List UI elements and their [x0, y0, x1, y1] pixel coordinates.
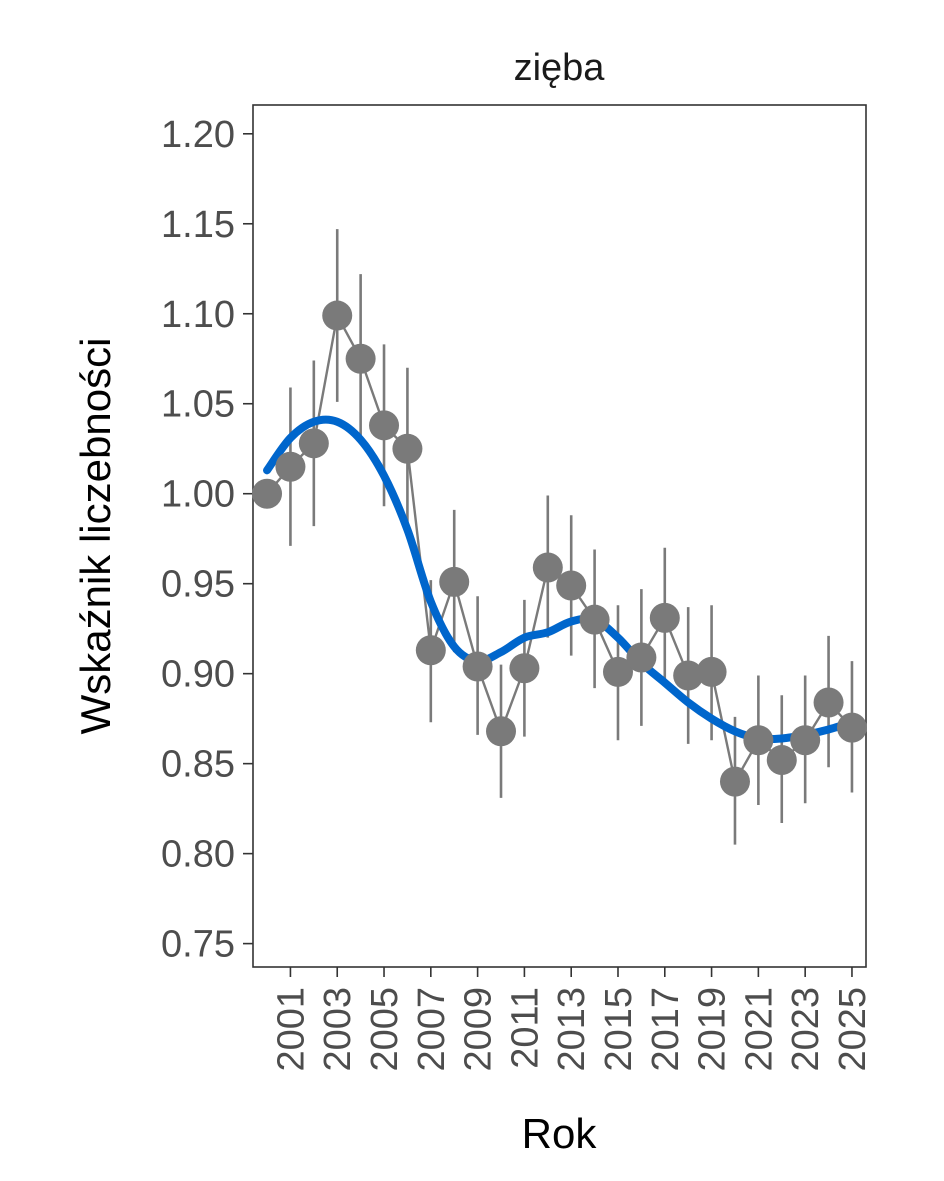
data-point [462, 651, 493, 682]
data-point [836, 712, 867, 743]
y-tick-label: 1.00 [161, 474, 235, 516]
data-point [602, 656, 633, 687]
data-point [696, 656, 727, 687]
x-tick-label: 2011 [504, 987, 546, 1069]
y-tick-label: 0.85 [161, 744, 235, 786]
data-point [345, 343, 376, 374]
data-point [298, 428, 329, 459]
data-point [626, 642, 657, 673]
data-point [322, 300, 353, 331]
data-point [509, 653, 540, 684]
x-tick-label: 2003 [317, 987, 359, 1072]
y-tick-label: 0.95 [161, 564, 235, 606]
data-point [369, 410, 400, 441]
x-tick-label: 2019 [692, 987, 734, 1072]
y-tick-label: 1.15 [161, 204, 235, 246]
y-axis-title: Wskaźnik liczebności [72, 338, 119, 735]
data-point [790, 725, 821, 756]
data-point [532, 552, 563, 583]
panel-title: zięba [514, 47, 606, 89]
data-points [252, 300, 867, 797]
x-axis-title: Rok [522, 1110, 598, 1157]
data-point [275, 451, 306, 482]
x-tick-label: 2013 [551, 987, 593, 1072]
data-point [673, 660, 704, 691]
y-tick-label: 1.05 [161, 384, 235, 426]
y-tick-label: 1.10 [161, 294, 235, 336]
y-tick-label: 0.80 [161, 834, 235, 876]
data-point [439, 566, 470, 597]
data-point [486, 716, 517, 747]
x-tick-label: 2007 [411, 987, 453, 1072]
data-point [719, 766, 750, 797]
y-tick-label: 1.20 [161, 114, 235, 156]
data-point [252, 478, 283, 509]
data-point [415, 635, 446, 666]
x-tick-label: 2015 [598, 987, 640, 1072]
data-point [743, 725, 774, 756]
x-axis: 2001 2003 2005 2007 2009 2011 2013 2015 2017 2019… [270, 967, 874, 1072]
data-point [579, 604, 610, 635]
x-tick-label: 2025 [832, 987, 874, 1072]
data-point [392, 433, 423, 464]
y-tick-label: 0.90 [161, 654, 235, 696]
x-tick-label: 2017 [645, 987, 687, 1072]
data-point [813, 687, 844, 718]
y-tick-label: 0.75 [161, 924, 235, 966]
data-point [649, 602, 680, 633]
plot-panel [252, 104, 867, 968]
x-tick-label: 2001 [270, 987, 312, 1072]
x-tick-label: 2009 [458, 987, 500, 1072]
x-tick-label: 2023 [785, 987, 827, 1072]
x-tick-label: 2021 [738, 987, 780, 1072]
x-tick-label: 2005 [364, 987, 406, 1072]
data-point [766, 745, 797, 776]
y-axis: 0.75 0.80 0.85 0.90 0.95 1.00 1.05 1.10 1.15 1.20 [161, 114, 253, 966]
data-point [556, 570, 587, 601]
